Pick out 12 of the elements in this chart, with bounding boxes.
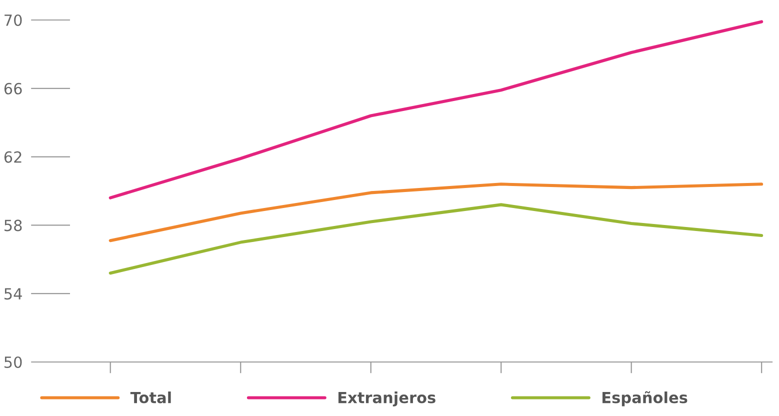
line-series	[108, 182, 764, 242]
legend-label: Total	[130, 391, 171, 404]
y-tick-label: 66	[4, 82, 22, 94]
y-tick-label: 58	[4, 220, 22, 232]
y-tick-label: 50	[4, 356, 22, 368]
y-tick-label: 62	[4, 151, 22, 163]
legend-label: Extranjeros	[338, 391, 436, 406]
y-tick-label: 54	[4, 288, 22, 300]
y-tick-label: 70	[4, 14, 22, 26]
line-series	[108, 20, 764, 200]
line-series	[108, 203, 764, 275]
legend-label: Españoles	[602, 391, 688, 406]
